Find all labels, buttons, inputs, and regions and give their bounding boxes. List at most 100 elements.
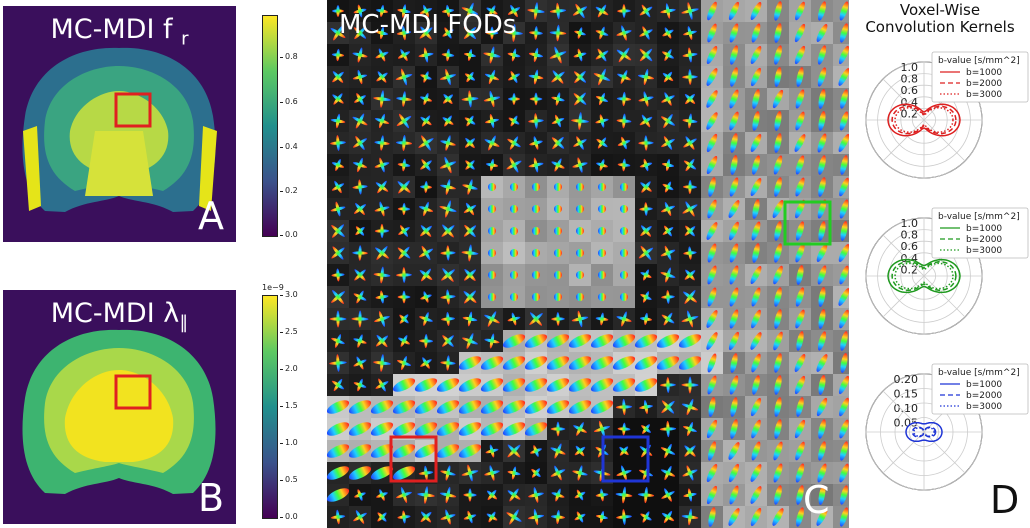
fod-lobe xyxy=(796,397,804,417)
fod-glyph xyxy=(619,446,629,456)
fod-lobe xyxy=(446,245,450,261)
fod-glyph xyxy=(414,422,438,436)
fod-glyph xyxy=(574,511,586,523)
fod-lobe xyxy=(622,486,626,504)
fod-glyph xyxy=(659,420,677,438)
fod-lobe xyxy=(400,225,408,237)
fod-lobe xyxy=(794,419,806,439)
fod-glyph xyxy=(397,246,411,260)
fod-lobe xyxy=(524,356,548,370)
fod-glyph xyxy=(839,463,849,483)
fod-lobe xyxy=(440,295,456,299)
fod-glyph xyxy=(439,200,457,218)
fod-glyph xyxy=(681,398,699,416)
kernel-series-curve xyxy=(891,105,957,135)
fod-lobe xyxy=(706,310,718,328)
fod-glyph xyxy=(682,179,698,195)
legend-title: b-value [s/mm^2] xyxy=(938,368,1020,378)
fod-lobe xyxy=(396,31,412,35)
fod-glyph xyxy=(661,488,675,502)
fod-glyph xyxy=(550,465,566,481)
fod-glyph xyxy=(396,25,412,41)
fod-glyph xyxy=(331,180,345,194)
fod-lobe xyxy=(666,420,670,438)
fod-glyph xyxy=(730,67,738,87)
fod-lobe xyxy=(612,378,636,392)
fod-lobe xyxy=(510,205,518,213)
fod-lobe xyxy=(556,2,560,20)
fod-lobe xyxy=(598,271,606,279)
fod-glyph xyxy=(395,68,413,86)
fod-glyph xyxy=(795,287,805,307)
fod-glyph xyxy=(838,243,849,263)
fod-lobe xyxy=(598,183,606,191)
fod-glyph xyxy=(752,111,760,131)
fod-lobe xyxy=(464,73,476,81)
fod-glyph xyxy=(596,159,608,171)
fod-lobe xyxy=(375,30,389,36)
fod-lobe xyxy=(375,51,389,59)
fod-glyph xyxy=(440,289,456,305)
fod-lobe xyxy=(796,507,804,527)
fod-lobe xyxy=(774,309,782,329)
fod-glyph xyxy=(572,3,588,19)
fod-lobe xyxy=(436,422,460,436)
fod-glyph xyxy=(441,48,455,62)
fod-lobe xyxy=(685,93,695,105)
fod-lobe xyxy=(554,293,562,301)
fod-glyph xyxy=(480,378,504,392)
fod-glyph xyxy=(794,23,806,43)
fod-lobe xyxy=(774,287,782,307)
fod-lobe xyxy=(774,243,782,263)
fod-lobe xyxy=(576,136,584,150)
fod-lobe xyxy=(508,117,520,125)
fod-lobe xyxy=(550,469,566,477)
fod-lobe xyxy=(488,5,496,17)
fod-lobe xyxy=(818,177,826,197)
fod-lobe xyxy=(510,227,518,235)
fod-glyph xyxy=(817,331,827,351)
fod-lobe xyxy=(462,337,478,345)
fod-glyph xyxy=(729,221,739,241)
fod-lobe xyxy=(817,265,827,285)
fod-lobe xyxy=(554,271,562,279)
fod-glyph xyxy=(396,113,412,129)
fod-lobe xyxy=(374,206,390,212)
fod-glyph xyxy=(441,224,455,238)
fod-glyph xyxy=(751,309,761,329)
fod-glyph xyxy=(840,353,848,373)
fod-lobe xyxy=(464,224,476,238)
fod-lobe xyxy=(772,200,784,218)
fod-lobe xyxy=(464,117,476,125)
fod-glyph xyxy=(332,71,344,83)
fod-glyph xyxy=(462,311,478,327)
fod-glyph xyxy=(484,311,500,327)
fod-glyph xyxy=(480,422,504,436)
fod-lobe xyxy=(423,201,429,217)
fod-lobe xyxy=(597,4,607,18)
fod-glyph xyxy=(396,487,412,503)
fod-lobe xyxy=(489,114,495,128)
fod-glyph xyxy=(639,114,653,128)
fod-glyph xyxy=(529,136,543,150)
fod-glyph xyxy=(634,356,658,370)
fod-lobe xyxy=(751,23,761,43)
fod-lobe xyxy=(706,133,718,153)
fod-lobe xyxy=(335,158,341,172)
fod-lobe xyxy=(774,23,782,43)
legend-entry: b=1000 xyxy=(966,380,1002,390)
fod-lobe xyxy=(728,463,740,483)
legend-entry: b=3000 xyxy=(966,246,1002,256)
fod-lobe xyxy=(774,1,782,21)
fod-glyph xyxy=(616,47,632,63)
fod-glyph xyxy=(774,1,782,21)
fod-glyph xyxy=(796,485,804,505)
fod-lobe xyxy=(573,93,587,105)
fod-lobe xyxy=(445,135,451,151)
cbar-a-tick: 0.0 xyxy=(280,230,298,239)
fod-glyph xyxy=(502,400,526,414)
fod-lobe xyxy=(795,243,805,263)
fod-lobe xyxy=(817,1,827,21)
fod-glyph xyxy=(483,46,501,64)
fod-lobe xyxy=(485,31,499,35)
